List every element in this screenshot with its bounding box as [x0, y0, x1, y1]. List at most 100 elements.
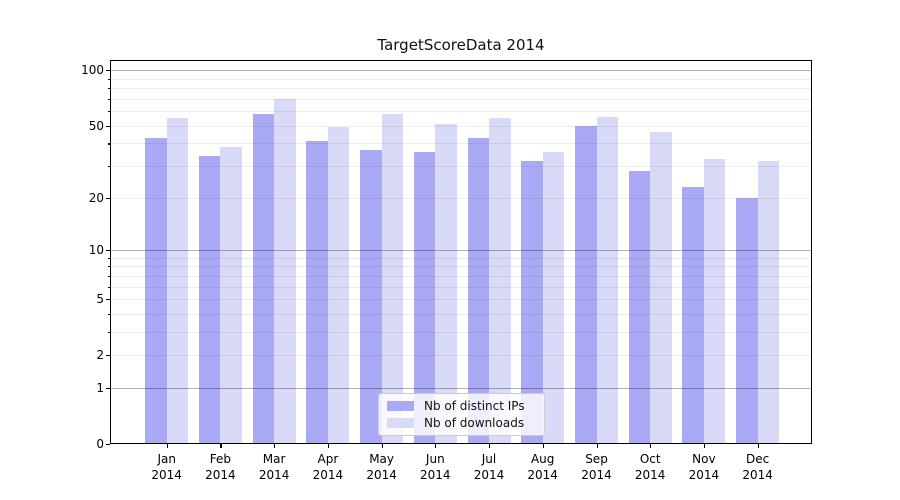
gridline-y-100	[110, 70, 812, 72]
y-minor-tick-4	[107, 313, 110, 316]
legend-swatch-downloads	[387, 418, 414, 428]
x-axis-tick-label: Mar 2014	[258, 452, 290, 482]
x-tick-nov	[703, 444, 706, 448]
bar-downloads-aug	[542, 151, 565, 444]
gridline-y-9	[110, 257, 812, 259]
x-tick-dec	[757, 444, 759, 448]
y-minor-tick-90	[107, 78, 110, 80]
y-axis-tick-label: 100	[81, 63, 104, 78]
x-tick-may	[381, 444, 383, 448]
bar-distinct-ips-sep	[575, 125, 597, 444]
gridline-y-30	[110, 166, 812, 167]
plot-area	[110, 60, 812, 444]
bar-downloads-feb	[220, 147, 242, 444]
bar-distinct-ips-may	[360, 149, 382, 444]
x-axis-tick-label: Aug 2014	[527, 452, 558, 482]
y-axis-tick-label: 2	[96, 348, 104, 363]
gridline-y-7	[110, 275, 812, 277]
gridline-y-90	[110, 78, 812, 80]
x-axis-tick-label: Sep 2014	[581, 452, 612, 482]
x-axis-tick-label: Feb 2014	[205, 452, 236, 482]
y-minor-tick-6	[107, 286, 110, 288]
y-tick-50	[106, 125, 110, 127]
gridline-y-60	[110, 111, 812, 113]
gridline-y-50	[110, 125, 812, 127]
y-tick-20	[106, 197, 110, 199]
gridline-y-20	[110, 197, 812, 199]
y-axis-tick-label: 50	[88, 118, 104, 133]
gridline-y-3	[110, 332, 812, 333]
gridline-y-8	[110, 266, 812, 268]
x-axis-tick-label: Jun 2014	[420, 452, 451, 482]
y-tick-100	[106, 70, 110, 72]
y-minor-tick-30	[107, 166, 110, 168]
y-axis-tick-label: 20	[88, 190, 104, 205]
bars-layer	[110, 60, 812, 444]
bar-distinct-ips-mar	[252, 113, 275, 444]
x-tick-oct	[650, 444, 652, 448]
bar-distinct-ips-jul	[467, 137, 489, 444]
y-minor-tick-70	[107, 98, 110, 101]
x-axis-tick-label: Nov 2014	[688, 452, 720, 482]
gridline-y-5	[110, 299, 812, 301]
x-axis-tick-label: Apr 2014	[312, 452, 344, 482]
chart-title: TargetScoreData 2014	[377, 36, 545, 54]
x-tick-aug	[542, 444, 544, 448]
legend: Nb of distinct IPs Nb of downloads	[378, 393, 545, 436]
bar-distinct-ips-jan	[145, 137, 167, 444]
gridline-y-10	[110, 250, 812, 251]
y-minor-tick-40	[107, 143, 110, 145]
y-tick-5	[106, 299, 110, 301]
y-minor-tick-9	[107, 257, 110, 259]
bar-distinct-ips-apr	[306, 141, 328, 444]
x-tick-jun	[435, 444, 437, 448]
bar-downloads-dec	[757, 161, 780, 444]
gridline-y-40	[110, 143, 812, 145]
gridline-y-4	[110, 313, 812, 315]
x-axis-tick-label: Jan 2014	[151, 452, 182, 482]
bar-downloads-oct	[650, 132, 672, 444]
y-minor-tick-80	[107, 88, 110, 90]
bar-downloads-apr	[327, 127, 350, 444]
bar-downloads-jun	[435, 124, 457, 444]
bar-downloads-sep	[596, 116, 618, 444]
grid-layer	[110, 60, 812, 444]
x-tick-jul	[489, 444, 491, 448]
legend-swatch-distinct-ips	[387, 401, 414, 411]
y-minor-tick-8	[107, 266, 110, 268]
y-tick-0	[106, 444, 110, 446]
bar-distinct-ips-aug	[521, 161, 543, 444]
y-axis-tick-label: 5	[96, 292, 104, 307]
gridline-y-6	[110, 286, 812, 288]
bar-distinct-ips-feb	[198, 156, 221, 444]
y-axis-tick-label: 0	[96, 437, 104, 452]
legend-row-downloads: Nb of downloads	[387, 416, 536, 430]
bar-downloads-mar	[274, 98, 296, 444]
bar-distinct-ips-nov	[682, 186, 704, 444]
x-tick-feb	[220, 444, 222, 448]
y-minor-tick-60	[107, 111, 110, 113]
x-axis-tick-label: Dec 2014	[742, 452, 773, 482]
legend-label-distinct-ips: Nb of distinct IPs	[424, 399, 525, 413]
bar-distinct-ips-oct	[628, 171, 651, 444]
x-tick-jan	[166, 444, 168, 448]
bar-distinct-ips-dec	[736, 197, 758, 444]
x-axis-tick-label: May 2014	[366, 452, 397, 482]
y-tick-1	[106, 388, 110, 390]
y-minor-tick-3	[107, 332, 110, 334]
x-tick-apr	[327, 444, 330, 448]
bar-downloads-jul	[489, 118, 511, 444]
bar-downloads-jan	[166, 118, 189, 444]
x-tick-mar	[274, 444, 276, 448]
gridline-y-1	[110, 388, 812, 390]
x-tick-sep	[596, 444, 598, 448]
y-minor-tick-7	[107, 275, 110, 277]
bar-distinct-ips-jun	[413, 151, 436, 444]
y-tick-10	[106, 250, 110, 252]
y-axis-tick-label: 10	[88, 243, 104, 257]
x-axis-tick-label: Jul 2014	[473, 452, 505, 482]
gridline-y-80	[110, 88, 812, 90]
bar-downloads-may	[381, 113, 404, 444]
gridline-y-2	[110, 355, 812, 357]
